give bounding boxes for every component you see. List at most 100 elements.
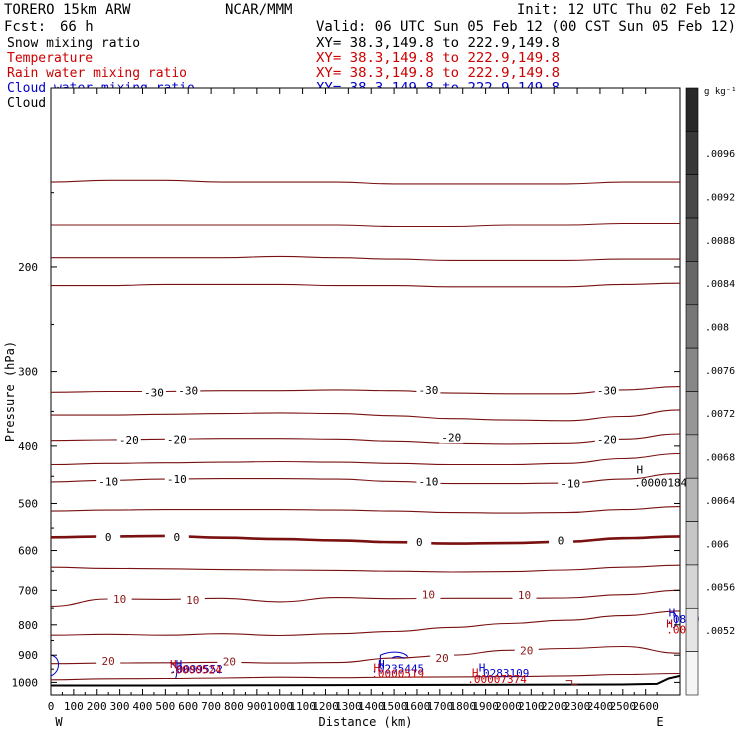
contour-label: 20 xyxy=(520,645,533,658)
colorbar-segment xyxy=(685,521,699,566)
header-block: TORERO 15km ARW NCAR/MMM Init: 12 UTC Thu … xyxy=(4,2,736,35)
colorbar-segment xyxy=(685,131,699,176)
colorbar-segment xyxy=(685,391,699,436)
x-tick-label: 0 xyxy=(48,700,55,713)
x-tick-label: 1500 xyxy=(381,700,408,713)
contour-labels: -30 -30 -30 -30 -20 -20 -20 -20 -10 -10 -10 -10 0 0 0 0… xyxy=(96,382,619,669)
x-tick-label: 1900 xyxy=(472,700,499,713)
x-tick-label: 700 xyxy=(201,700,221,713)
contour-label-bg xyxy=(96,529,121,543)
colorbar-segment xyxy=(685,304,699,349)
maximum-marker: H xyxy=(666,617,673,630)
contour-label: 20 xyxy=(435,652,448,665)
maximum-marker: .0283109 xyxy=(476,667,529,680)
init-time: Init: 12 UTC Thu 02 Feb 12 xyxy=(517,2,736,18)
maximum-marker: H xyxy=(669,607,676,620)
colorbar-tick-label: .0072 xyxy=(705,409,735,420)
cloud-water-contour xyxy=(672,611,678,629)
field-xy-range: XY= 38.3,149.8 to 222.9,149.8 xyxy=(316,66,560,81)
cloud-water-contour xyxy=(379,651,409,668)
field-label: Snow mixing ratio xyxy=(7,36,140,51)
maximum-marker: H xyxy=(378,658,385,671)
x-tick-label: 2100 xyxy=(518,700,545,713)
model-title: TORERO 15km ARW xyxy=(4,2,131,18)
contour-label-bg xyxy=(594,432,619,446)
x-tick-label: 200 xyxy=(87,700,107,713)
colorbar-tick-label: .006 xyxy=(705,539,729,550)
contour-label: -30 xyxy=(144,386,164,399)
x-tick-label: 1600 xyxy=(404,700,431,713)
y-tick-label: 600 xyxy=(18,545,38,558)
temperature-contour xyxy=(51,255,680,261)
maximum-marker: .0099552 xyxy=(170,663,223,676)
x-tick-label: 1700 xyxy=(427,700,454,713)
contour-label-bg xyxy=(96,653,121,667)
colorbar-tick-label: .0092 xyxy=(705,192,735,203)
temperature-contour xyxy=(50,610,681,637)
y-tick-label: 400 xyxy=(18,440,38,453)
colorbar-segment xyxy=(685,174,699,219)
colorbar-tick-label: .0096 xyxy=(705,149,735,160)
temperature-contour xyxy=(50,672,681,681)
contour-label: -20 xyxy=(597,433,617,446)
contour-label: 0 xyxy=(416,536,423,549)
contour-label-bg xyxy=(164,432,189,446)
cloud-water-contour xyxy=(169,661,178,679)
fcst-value: 66 h xyxy=(60,19,94,35)
y-tick-label: 500 xyxy=(18,497,38,510)
contour-label: 10 xyxy=(518,589,531,602)
contour-label-bg xyxy=(96,474,121,488)
contour-label: -20 xyxy=(119,434,139,447)
colorbar-tick-label: .0084 xyxy=(705,279,735,290)
contour-label: -20 xyxy=(441,431,461,444)
west-endpoint: W xyxy=(55,715,63,729)
x-tick-label: 2000 xyxy=(495,700,522,713)
field-label: Temperature xyxy=(7,51,93,66)
x-tick-label: 1400 xyxy=(358,700,385,713)
colorbar-units: g kg⁻¹ xyxy=(704,87,737,97)
org-label: NCAR/MMM xyxy=(225,2,292,18)
temperature-contour xyxy=(50,506,681,514)
y-axis-title: Pressure (hPa) xyxy=(3,341,17,442)
east-endpoint: E xyxy=(656,715,663,729)
x-tick-label: 1000 xyxy=(266,700,293,713)
contour-label-bg xyxy=(176,383,201,397)
colorbar: g kg⁻¹ .0096 .0092 .0088 .0084 .008 .0076 .0072… xyxy=(685,87,737,696)
fcst-label: Fcst: xyxy=(4,19,46,35)
contour-label-bg xyxy=(141,385,166,399)
contour-label-bg xyxy=(416,382,441,396)
maximum-marker: H xyxy=(374,661,381,674)
cloud-features xyxy=(50,611,678,679)
y-tick-label: 900 xyxy=(18,649,38,662)
contour-label: 10 xyxy=(186,594,199,607)
contour-label-bg xyxy=(430,651,455,665)
contour-label: 10 xyxy=(422,589,435,602)
contour-label-bg xyxy=(217,654,242,668)
maximum-marker: H xyxy=(176,658,183,671)
terrain-line xyxy=(51,674,681,687)
x-tick-label: 400 xyxy=(133,700,153,713)
temperature-contour xyxy=(50,645,681,665)
temperature-contour xyxy=(50,564,681,573)
colorbar-segment xyxy=(685,87,699,132)
x-tick-label: 1300 xyxy=(335,700,362,713)
x-tick-label: 1800 xyxy=(449,700,476,713)
rain-feature xyxy=(565,680,578,686)
x-tick-label: 2300 xyxy=(564,700,591,713)
contour-label: 10 xyxy=(113,593,126,606)
contour-label: -30 xyxy=(178,385,198,398)
colorbar-segment xyxy=(685,477,699,522)
colorbar-tick-label: .0052 xyxy=(705,626,735,637)
maximum-marker: .0000519 xyxy=(371,668,424,681)
x-tick-label: 1200 xyxy=(312,700,339,713)
contour-label: -20 xyxy=(167,433,187,446)
temperature-contour xyxy=(50,452,681,466)
maximum-marker: .0000184 xyxy=(634,476,687,489)
maximum-marker: .0235445 xyxy=(371,663,424,676)
colorbar-segment xyxy=(685,564,699,609)
colorbar-tick-label: .008 xyxy=(705,322,729,333)
contour-label-bg xyxy=(514,643,539,657)
x-tick-label: 2400 xyxy=(587,700,614,713)
